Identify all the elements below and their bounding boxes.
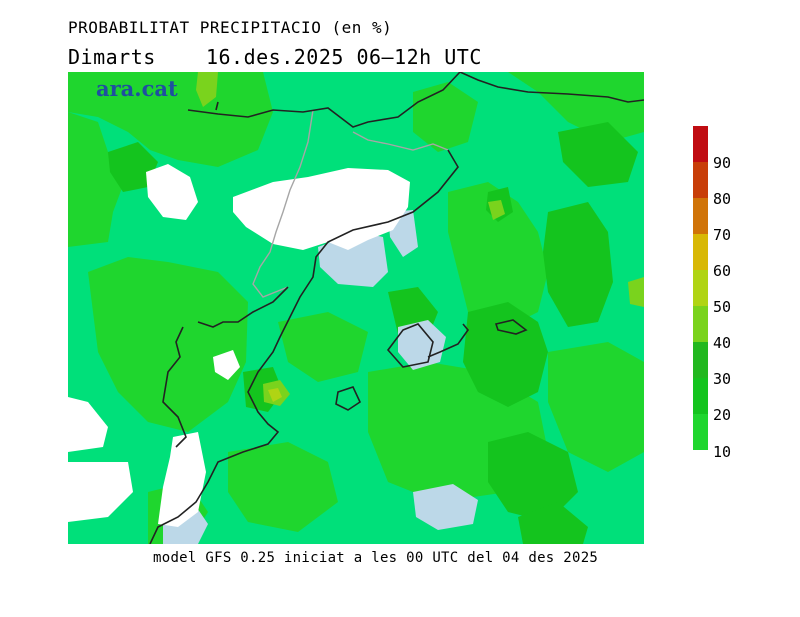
map-subtitle: Dimarts 16.des.2025 06–12h UTC xyxy=(68,45,482,69)
coastline xyxy=(149,72,644,544)
legend-swatch xyxy=(693,378,708,414)
legend-swatch xyxy=(693,234,708,270)
legend-swatch xyxy=(693,126,708,162)
legend-swatch xyxy=(693,414,708,450)
legend-label: 40 xyxy=(713,334,732,352)
legend-label: 20 xyxy=(713,406,732,424)
legend-swatch xyxy=(693,270,708,306)
precipitation-map-svg xyxy=(68,72,644,544)
borders xyxy=(252,109,449,298)
legend-label: 50 xyxy=(713,298,732,316)
legend-label: 80 xyxy=(713,190,732,208)
map-title: PROBABILITAT PRECIPITACIO (en %) xyxy=(68,18,393,37)
legend-label: 10 xyxy=(713,443,732,461)
legend-swatch xyxy=(693,306,708,342)
precipitation-map xyxy=(68,72,644,544)
legend-label: 30 xyxy=(713,370,732,388)
legend-label: 60 xyxy=(713,262,732,280)
band-30-40 xyxy=(108,122,638,544)
legend-label: 90 xyxy=(713,154,732,172)
band-20-30 xyxy=(68,72,644,544)
band-40-50 xyxy=(196,72,644,406)
legend-swatch xyxy=(693,162,708,198)
aracat-logo: ara.cat xyxy=(96,76,178,101)
band-50-60 xyxy=(268,388,282,402)
precipitation-legend: 90 80 70 60 50 40 30 20 10 xyxy=(693,126,753,461)
legend-label: 70 xyxy=(713,226,732,244)
model-info: model GFS 0.25 iniciat a les 00 UTC del … xyxy=(153,550,599,566)
legend-swatch xyxy=(693,342,708,378)
legend-swatch xyxy=(693,198,708,234)
